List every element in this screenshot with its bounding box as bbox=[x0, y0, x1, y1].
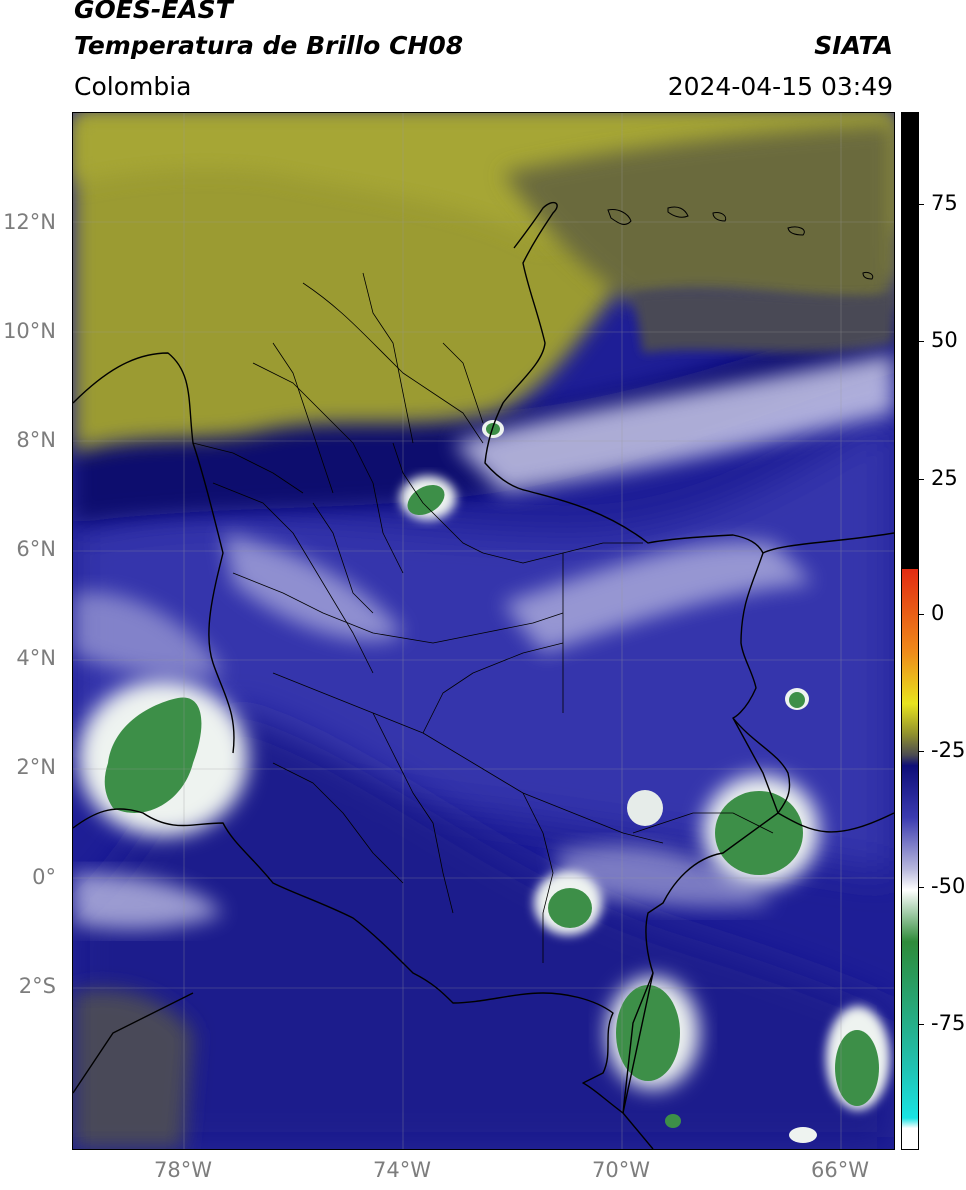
map-canvas bbox=[73, 113, 894, 1149]
colorbar-label-minus25: -25 bbox=[931, 738, 966, 762]
timestamp-label: 2024-04-15 03:49 bbox=[667, 72, 893, 101]
dark-band bbox=[73, 313, 894, 523]
lon-label-74w: 74°W bbox=[373, 1158, 431, 1182]
colorbar-tick bbox=[918, 614, 924, 615]
storm-cells bbox=[78, 420, 890, 1143]
department-borders bbox=[192, 272, 774, 963]
region-label: Colombia bbox=[74, 72, 192, 101]
lon-label-66w: 66°W bbox=[811, 1158, 869, 1182]
cloud-streak-central bbox=[223, 533, 403, 641]
cloud-streak-north bbox=[453, 353, 894, 493]
colorbar-label-75: 75 bbox=[931, 191, 958, 215]
colorbar-label-25: 25 bbox=[931, 466, 958, 490]
country-borders bbox=[73, 201, 894, 1149]
lon-label-70w: 70°W bbox=[592, 1158, 650, 1182]
lat-label-6n: 6°N bbox=[16, 537, 56, 561]
map-title-product: Temperatura de Brillo CH08 bbox=[74, 31, 464, 60]
colorbar-tick bbox=[918, 1024, 924, 1025]
cloud-streak-se bbox=[553, 845, 773, 908]
colorbar-label-minus50: -50 bbox=[931, 874, 966, 898]
gray-strip bbox=[633, 290, 894, 353]
lat-label-8n: 8°N bbox=[16, 428, 56, 452]
colorbar-tick bbox=[918, 751, 924, 752]
colorbar bbox=[901, 112, 919, 1150]
lat-label-12n: 12°N bbox=[3, 210, 56, 234]
lat-label-0: 0° bbox=[32, 865, 56, 889]
cloud-streak-sw bbox=[73, 873, 223, 930]
map-title-satellite: GOES-EAST bbox=[74, 0, 233, 24]
sw-gray-region bbox=[73, 989, 193, 1149]
colorbar-label-50: 50 bbox=[931, 328, 958, 352]
colorbar-label-0: 0 bbox=[931, 601, 945, 625]
lat-label-2s: 2°S bbox=[18, 974, 56, 998]
colorbar-tick bbox=[918, 887, 924, 888]
brand-label: SIATA bbox=[814, 31, 893, 60]
lon-label-78w: 78°W bbox=[154, 1158, 212, 1182]
satellite-map[interactable] bbox=[72, 112, 895, 1150]
colorbar-tick bbox=[918, 479, 924, 480]
cloud-streak-west bbox=[73, 591, 223, 677]
lat-label-10n: 10°N bbox=[3, 319, 56, 343]
colorbar-label-minus75: -75 bbox=[931, 1011, 966, 1035]
colorbar-tick bbox=[918, 341, 924, 342]
dark-olive-region bbox=[503, 123, 894, 313]
island-outlines bbox=[607, 206, 874, 280]
graticule bbox=[73, 113, 894, 1149]
lat-label-2n: 2°N bbox=[16, 755, 56, 779]
lat-label-4n: 4°N bbox=[16, 646, 56, 670]
cloud-streak-east bbox=[503, 541, 813, 653]
colorbar-tick bbox=[918, 204, 924, 205]
